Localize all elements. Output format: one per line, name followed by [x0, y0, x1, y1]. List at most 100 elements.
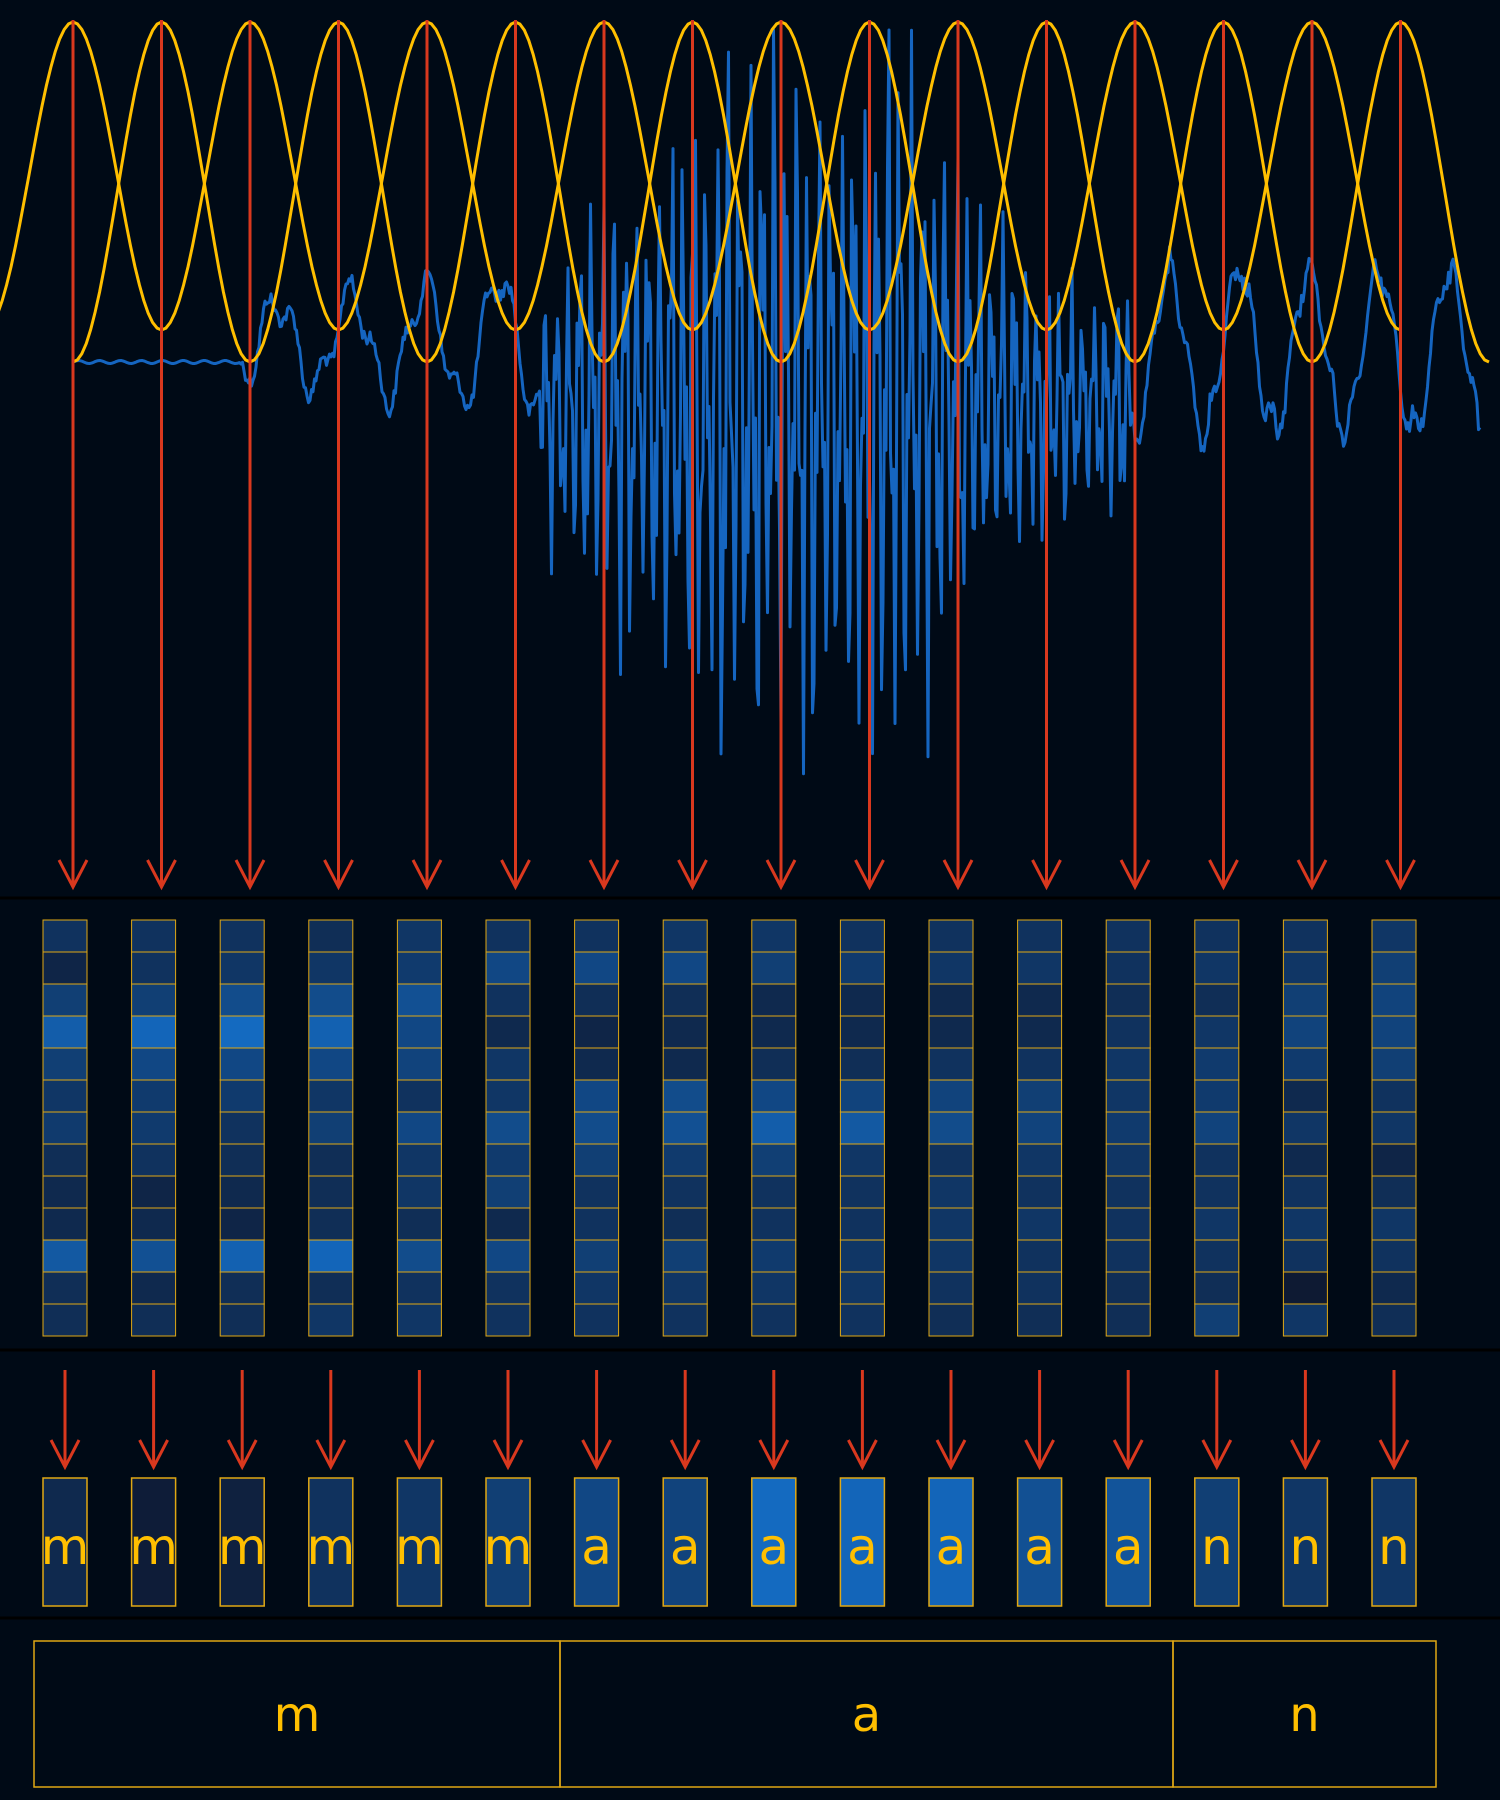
feature-cell: [574, 1079, 620, 1113]
feature-column: [485, 919, 531, 1337]
feature-cell: [839, 951, 885, 985]
feature-cell: [1371, 1015, 1417, 1049]
feature-cell: [1105, 1111, 1151, 1145]
label-arrow: [404, 1370, 435, 1471]
feature-cell: [751, 951, 797, 985]
feature-cell: [1105, 951, 1151, 985]
feature-cell: [1017, 951, 1063, 985]
feature-cell: [1194, 951, 1240, 985]
feature-cell: [1282, 1143, 1328, 1177]
feature-cell: [131, 1239, 177, 1273]
frame-label-text: a: [581, 1518, 612, 1576]
feature-cell: [1282, 1015, 1328, 1049]
label-arrow: [581, 1370, 612, 1471]
feature-cell: [1194, 1239, 1240, 1273]
feature-column: [928, 919, 974, 1337]
feature-cell: [839, 1175, 885, 1209]
feature-cell: [1371, 1047, 1417, 1081]
feature-cell: [662, 1239, 708, 1273]
feature-cell: [1371, 983, 1417, 1017]
feature-cell: [219, 1207, 265, 1241]
frame-label-box: m: [395, 1477, 444, 1607]
feature-cell: [751, 1175, 797, 1209]
frame-arrow: [1119, 20, 1151, 891]
feature-cell: [42, 1303, 88, 1337]
feature-cell: [396, 919, 442, 953]
feature-cell: [396, 1239, 442, 1273]
frame-label-text: a: [936, 1518, 967, 1576]
feature-cell: [1105, 1207, 1151, 1241]
feature-cell: [42, 1079, 88, 1113]
feature-cell: [751, 1047, 797, 1081]
feature-cell: [396, 1207, 442, 1241]
feature-cell: [839, 1111, 885, 1145]
feature-cell: [131, 1143, 177, 1177]
feature-cell: [396, 1079, 442, 1113]
feature-cell: [1371, 919, 1417, 953]
feature-cell: [751, 1303, 797, 1337]
feature-cell: [219, 1239, 265, 1273]
feature-cell: [1017, 1175, 1063, 1209]
frame-label-text: m: [41, 1518, 90, 1576]
feature-cell: [1194, 1015, 1240, 1049]
frame-label-text: m: [395, 1518, 444, 1576]
feature-cell: [1282, 1271, 1328, 1305]
frame-label-box: a: [1105, 1477, 1151, 1607]
frame-label-text: a: [1113, 1518, 1144, 1576]
feature-cell: [574, 1111, 620, 1145]
feature-cell: [662, 1143, 708, 1177]
feature-cell: [396, 1271, 442, 1305]
panel-divider: [0, 1616, 1500, 1620]
feature-cell: [396, 1015, 442, 1049]
feature-cell: [42, 983, 88, 1017]
feature-cell: [574, 1271, 620, 1305]
feature-column: [131, 919, 177, 1337]
feature-cell: [131, 1303, 177, 1337]
feature-cell: [928, 1303, 974, 1337]
feature-cell: [574, 1207, 620, 1241]
feature-cell: [308, 951, 354, 985]
feature-column: [1371, 919, 1417, 1337]
frame-arrow: [1031, 20, 1062, 891]
feature-cell: [839, 1207, 885, 1241]
feature-cell: [1371, 1207, 1417, 1241]
feature-cell: [308, 1239, 354, 1273]
frame-label-text: a: [670, 1518, 701, 1576]
label-arrow: [226, 1370, 258, 1471]
feature-cell: [485, 1079, 531, 1113]
feature-cell: [1105, 1271, 1151, 1305]
segment-n: n: [1172, 1640, 1437, 1788]
feature-cell: [839, 1143, 885, 1177]
frame-label-text: n: [1201, 1518, 1233, 1576]
feature-cell: [308, 1207, 354, 1241]
feature-cell: [219, 951, 265, 985]
feature-cell: [928, 1207, 974, 1241]
feature-cell: [131, 1271, 177, 1305]
feature-cell: [1194, 983, 1240, 1017]
frame-label-text: m: [484, 1518, 533, 1576]
feature-cell: [751, 1079, 797, 1113]
feature-cell: [1282, 919, 1328, 953]
feature-cell: [1105, 1047, 1151, 1081]
panel-dividers: [0, 896, 1500, 1620]
feature-cell: [1282, 1303, 1328, 1337]
feature-cell: [1105, 983, 1151, 1017]
feature-cell: [308, 1015, 354, 1049]
feature-cell: [574, 1047, 620, 1081]
feature-column: [42, 919, 88, 1337]
feature-cell: [485, 1239, 531, 1273]
feature-cell: [131, 1079, 177, 1113]
feature-cell: [219, 1175, 265, 1209]
label-arrow: [49, 1370, 81, 1471]
feature-cell: [131, 983, 177, 1017]
feature-cell: [42, 1271, 88, 1305]
feature-cell: [42, 1047, 88, 1081]
frame-label-box: m: [129, 1477, 178, 1607]
feature-column: [1105, 919, 1151, 1337]
waveform-panel: [0, 20, 1490, 891]
feature-cell: [219, 1111, 265, 1145]
frame-label-box: a: [839, 1477, 886, 1607]
feature-cell: [1105, 1239, 1151, 1273]
